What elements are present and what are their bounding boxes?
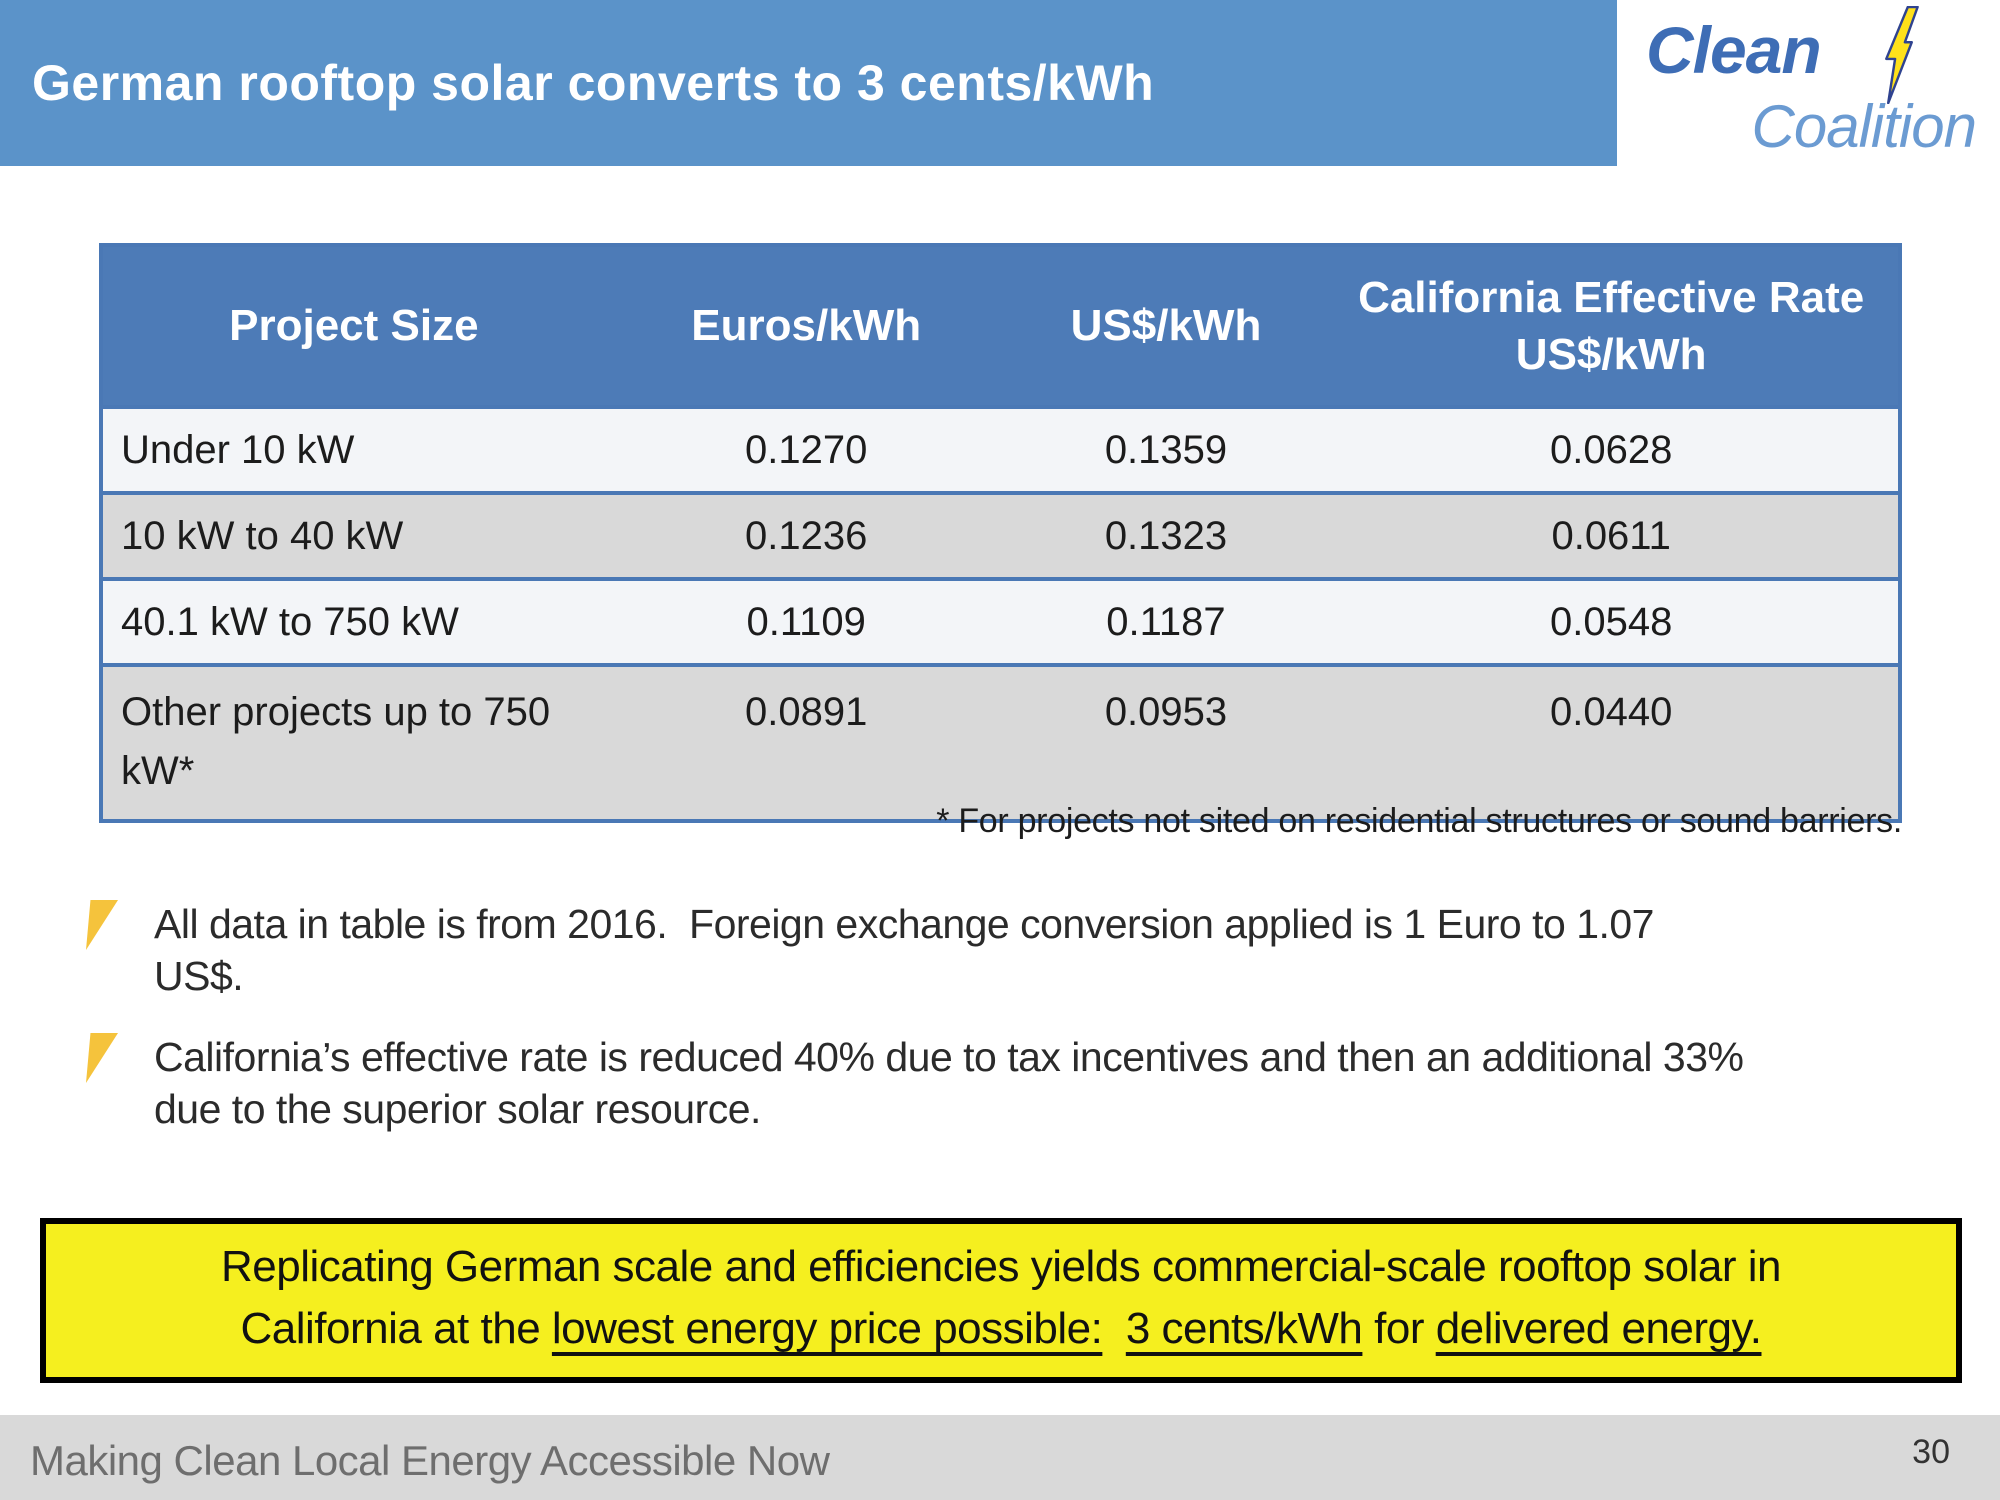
cell-euros-kwh: 0.0891 [604,663,1008,823]
key-message-text: California at the [240,1304,552,1354]
logo-word-clean: Clean [1646,13,1822,87]
col-header-usd-kwh: US$/kWh [1007,243,1325,409]
table-row: 40.1 kW to 750 kW 0.1109 0.1187 0.0548 [101,577,1900,667]
cell-project-size: 10 kW to 40 kW [101,491,605,581]
cell-euros-kwh: 0.1236 [604,491,1008,581]
cell-project-size: Other projects up to 750 kW* [101,663,605,823]
page-number: 30 [1912,1433,1950,1471]
bullet-text: All data in table is from 2016. Foreign … [154,901,1655,1000]
key-message-line1: Replicating German scale and efficiencie… [220,1242,1782,1291]
underlined-text: delivered energy. [1435,1304,1762,1354]
bolt-bullet-icon [86,900,118,950]
footer-bar: Making Clean Local Energy Accessible Now… [0,1415,2000,1500]
logo-word-coalition: Coalition [1751,93,1977,160]
key-message-line2: California at the lowest energy price po… [66,1298,1936,1360]
footer-tagline: Making Clean Local Energy Accessible Now [30,1437,830,1484]
cell-euros-kwh: 0.1109 [604,577,1008,667]
key-message-text [1102,1304,1125,1353]
bolt-bullet-icon [86,1032,118,1083]
key-message-text: for [1362,1304,1436,1354]
bullet-item: All data in table is from 2016. Foreign … [86,898,1826,1003]
underlined-text: lowest energy price possible: [551,1304,1103,1354]
bullet-text: California’s effective rate is reduced 4… [154,1033,1744,1133]
cell-california-rate: 0.0611 [1324,491,1900,581]
rates-table: Project Size Euros/kWh US$/kWh Californi… [99,243,1902,823]
cell-project-size: Under 10 kW [101,405,605,495]
bullet-list: All data in table is from 2016. Foreign … [86,898,1826,1164]
cell-usd-kwh: 0.0953 [1007,663,1325,823]
cell-project-size: 40.1 kW to 750 kW [101,577,605,667]
lightning-bolt-icon [1885,6,1919,104]
col-header-california-rate: California Effective Rate US$/kWh [1324,243,1900,409]
table-row: Under 10 kW 0.1270 0.1359 0.0628 [101,405,1900,495]
title-bar: German rooftop solar converts to 3 cents… [0,0,1617,166]
cell-usd-kwh: 0.1359 [1007,405,1325,495]
bullet-item: California’s effective rate is reduced 4… [86,1031,1826,1136]
col-header-project-size: Project Size [101,243,605,409]
cell-usd-kwh: 0.1187 [1007,577,1325,667]
table-footnote: * For projects not sited on residential … [936,802,1902,840]
table-row: Other projects up to 750 kW* 0.0891 0.09… [101,663,1900,823]
cell-california-rate: 0.0440 [1324,663,1900,823]
clean-coalition-logo: Clean Coalition [1590,0,1990,170]
table-header-row: Project Size Euros/kWh US$/kWh Californi… [101,243,1900,409]
col-header-euros-kwh: Euros/kWh [604,243,1008,409]
cell-usd-kwh: 0.1323 [1007,491,1325,581]
table-row: 10 kW to 40 kW 0.1236 0.1323 0.0611 [101,491,1900,581]
page-title: German rooftop solar converts to 3 cents… [32,55,1155,111]
cell-euros-kwh: 0.1270 [604,405,1008,495]
cell-california-rate: 0.0628 [1324,405,1900,495]
cell-california-rate: 0.0548 [1324,577,1900,667]
key-message-box: Replicating German scale and efficiencie… [40,1218,1962,1383]
underlined-text: 3 cents/kWh [1125,1304,1363,1354]
